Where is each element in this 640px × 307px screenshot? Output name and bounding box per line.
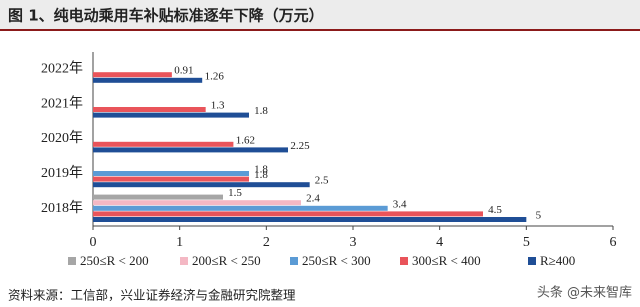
value-label: 1.8 xyxy=(254,164,268,176)
value-label: 1.26 xyxy=(205,70,225,82)
x-tick-label: 5 xyxy=(523,235,530,250)
value-label: 1.8 xyxy=(254,169,268,181)
value-label: 1.5 xyxy=(228,187,242,199)
x-tick-label: 6 xyxy=(610,235,617,250)
x-tick-label: 0 xyxy=(90,235,97,250)
bar xyxy=(93,171,249,176)
value-label: 0.91 xyxy=(174,65,193,77)
bar xyxy=(93,205,388,211)
legend-label: 250≤R < 300 xyxy=(302,253,371,268)
legend-label: R≥400 xyxy=(540,253,575,268)
bar xyxy=(93,107,206,112)
bar xyxy=(93,147,288,153)
legend-swatch xyxy=(400,257,408,265)
legend-swatch xyxy=(528,257,536,265)
y-tick-label: 2022年 xyxy=(41,61,83,77)
value-label: 1.62 xyxy=(236,134,255,146)
title-band xyxy=(0,0,640,30)
x-tick-label: 3 xyxy=(350,235,357,250)
bar xyxy=(93,217,527,222)
bar xyxy=(93,72,172,78)
x-tick-label: 1 xyxy=(176,235,183,250)
bar xyxy=(93,200,301,206)
legend-swatch xyxy=(68,257,76,265)
value-label: 2.5 xyxy=(315,175,329,187)
y-tick-label: 2018年 xyxy=(41,200,83,216)
value-label: 4.5 xyxy=(488,204,502,216)
legend-swatch xyxy=(180,257,188,265)
bar xyxy=(93,176,249,182)
watermark: 头条 @未来智库 xyxy=(537,285,632,301)
y-tick-label: 2021年 xyxy=(41,95,83,111)
bar xyxy=(93,112,249,118)
bar xyxy=(93,77,203,83)
value-label: 1.8 xyxy=(254,105,268,117)
value-label: 3.4 xyxy=(393,198,407,210)
bar xyxy=(93,194,223,200)
legend-label: 300≤R < 400 xyxy=(412,253,481,268)
value-label: 1.3 xyxy=(211,100,225,112)
y-tick-label: 2019年 xyxy=(41,165,83,181)
bar xyxy=(93,182,310,188)
bar xyxy=(93,211,483,217)
chart-title: 图 1、纯电动乘用车补贴标准逐年下降（万元） xyxy=(8,7,324,25)
bar xyxy=(93,141,234,147)
value-label: 5 xyxy=(536,210,542,222)
y-tick-label: 2020年 xyxy=(41,130,83,146)
source-note: 资料来源：工信部，兴业证券经济与金融研究院整理 xyxy=(8,288,296,303)
x-tick-label: 2 xyxy=(263,235,270,250)
value-label: 2.4 xyxy=(306,193,320,205)
legend-label: 200≤R < 250 xyxy=(192,253,261,268)
value-label: 2.25 xyxy=(290,140,310,152)
x-tick-label: 4 xyxy=(436,235,443,250)
legend-label: 250≤R < 200 xyxy=(80,253,149,268)
legend-swatch xyxy=(290,257,298,265)
